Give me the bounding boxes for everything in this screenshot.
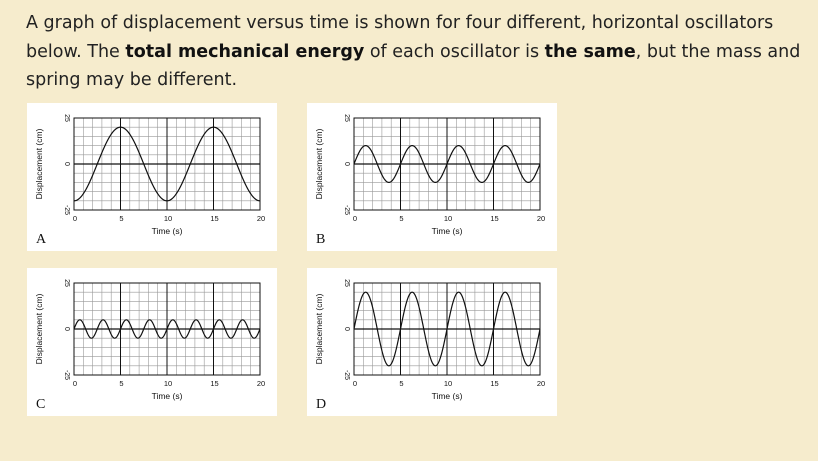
x-axis-label: Time (s) [152, 226, 183, 236]
y-tick-label: 0 [63, 162, 70, 166]
y-axis-label: Displacement (cm) [314, 128, 324, 199]
question-part-2: of each oscillator is [364, 41, 545, 62]
x-axis-label: Time (s) [432, 391, 463, 401]
displacement-curve [73, 319, 261, 339]
graph-panel-d: 0 5 10 15 20 -25 0 25 Time (s) Displacement (cm) D [307, 268, 557, 416]
y-tick-label: -25 [63, 205, 70, 215]
x-tick-label: 5 [399, 379, 403, 388]
y-tick-label: 0 [63, 327, 70, 331]
x-tick-label: 15 [490, 379, 498, 388]
x-tick-label: 20 [257, 379, 265, 388]
displacement-curve [73, 126, 261, 202]
y-tick-label: -25 [343, 370, 350, 380]
x-axis-label: Time (s) [432, 226, 463, 236]
graph-panel-c: 0 5 10 15 20 -25 0 25 Time (s) Displacement (cm) C [27, 268, 277, 416]
y-axis-label: Displacement (cm) [34, 128, 44, 199]
question-bold-same: the same [544, 41, 636, 62]
panel-letter: B [316, 232, 325, 247]
x-tick-label: 0 [353, 379, 357, 388]
question-part-1: A graph of displacement versus time is s… [26, 13, 774, 62]
panel-letter: D [316, 397, 326, 412]
x-tick-label: 20 [537, 379, 545, 388]
panel-letter: A [36, 232, 47, 247]
x-tick-label: 10 [444, 214, 452, 223]
x-tick-label: 20 [537, 214, 545, 223]
y-axis-label: Displacement (cm) [314, 293, 324, 364]
question-bold-total-energy: total mechanical energy [125, 41, 365, 62]
x-tick-label: 0 [73, 214, 77, 223]
x-tick-label: 15 [490, 214, 498, 223]
x-tick-label: 0 [353, 214, 357, 223]
x-tick-label: 5 [399, 214, 403, 223]
y-tick-label: -25 [343, 205, 350, 215]
y-tick-label: 25 [343, 279, 350, 287]
x-tick-label: 20 [257, 214, 265, 223]
y-axis-label: Displacement (cm) [34, 293, 44, 364]
y-tick-label: 0 [343, 327, 350, 331]
x-tick-label: 0 [73, 379, 77, 388]
x-tick-label: 10 [444, 379, 452, 388]
x-tick-label: 15 [210, 214, 218, 223]
displacement-curve [353, 145, 541, 183]
y-tick-label: 0 [343, 162, 350, 166]
y-tick-label: 25 [63, 279, 70, 287]
panel-letter: C [36, 397, 45, 412]
x-tick-label: 15 [210, 379, 218, 388]
graph-panel-b: 0 5 10 15 20 -25 0 25 Time (s) Displacement (cm) B [307, 103, 557, 251]
x-tick-label: 10 [164, 379, 172, 388]
x-axis-label: Time (s) [152, 391, 183, 401]
y-tick-label: 25 [343, 114, 350, 122]
x-tick-label: 5 [119, 214, 123, 223]
question-part-3: , but the mass and spring may be differe… [26, 41, 801, 91]
displacement-curve [353, 291, 541, 367]
y-tick-label: -25 [63, 370, 70, 380]
x-tick-label: 10 [164, 214, 172, 223]
x-tick-label: 5 [119, 379, 123, 388]
question-text: A graph of displacement versus time is s… [26, 9, 806, 95]
y-tick-label: 25 [63, 114, 70, 122]
graph-panel-a: 0 5 10 15 20 -25 0 25 Time (s) Displacement (cm) A [27, 103, 277, 251]
